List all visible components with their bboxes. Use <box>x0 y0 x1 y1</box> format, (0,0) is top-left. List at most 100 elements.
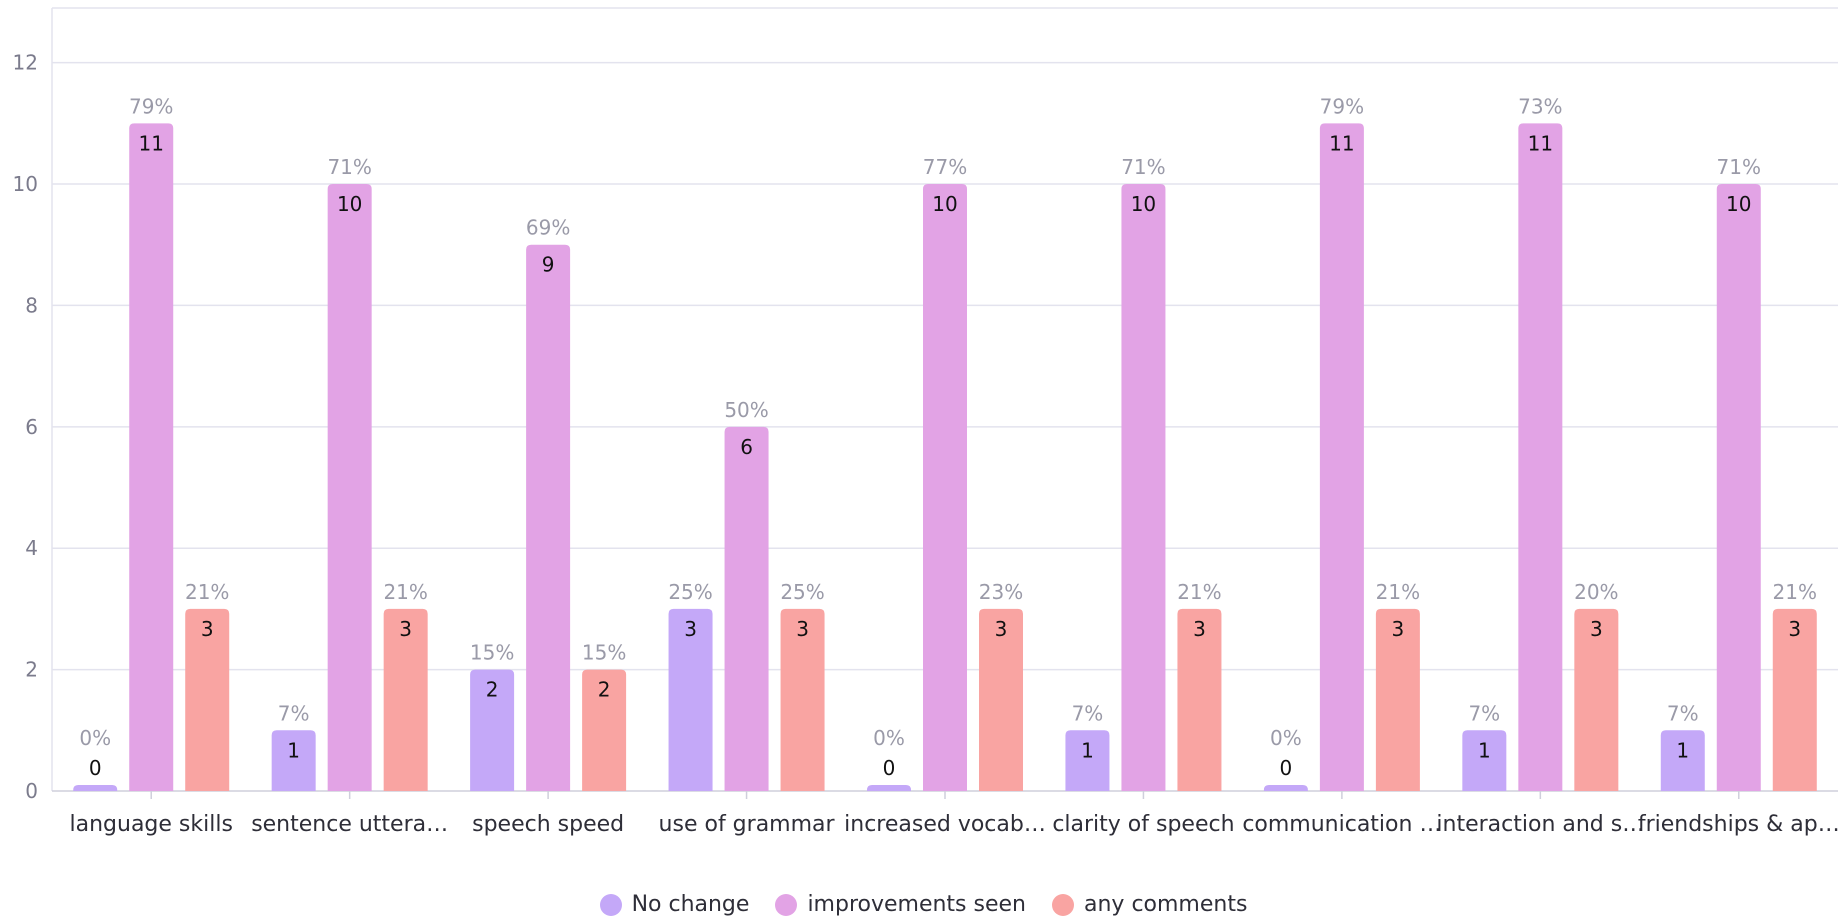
bar-value-label: 1 <box>1676 738 1689 762</box>
bar[interactable] <box>1319 123 1364 792</box>
x-category-label: language skills <box>70 812 233 837</box>
bar-value-label: 11 <box>138 131 163 155</box>
y-tick-label: 12 <box>13 51 38 75</box>
y-tick-label: 4 <box>25 536 38 560</box>
bar-value-label: 3 <box>399 617 412 641</box>
bar[interactable] <box>724 426 769 791</box>
bar-percent-label: 0% <box>79 726 111 750</box>
bar[interactable] <box>923 184 967 791</box>
bar-percent-label: 25% <box>668 580 712 604</box>
x-category-label: friendships & ap… <box>1638 812 1840 837</box>
legend-item-no-change[interactable]: No change <box>599 892 750 917</box>
x-category-label: interaction and s… <box>1436 812 1644 837</box>
legend-label-no-change: No change <box>631 892 750 917</box>
bar[interactable] <box>1518 123 1563 792</box>
bar[interactable] <box>1375 608 1420 791</box>
bar[interactable] <box>271 730 316 791</box>
bar-value-label: 10 <box>1131 192 1156 216</box>
bar-percent-label: 71% <box>1121 155 1165 179</box>
bar-value-label: 1 <box>1478 738 1491 762</box>
bar-percent-label: 73% <box>1518 94 1562 118</box>
legend-item-improvements-seen[interactable]: improvements seen <box>775 892 1026 917</box>
bar-value-label: 1 <box>1081 738 1094 762</box>
y-tick-label: 6 <box>25 415 38 439</box>
y-tick-label: 0 <box>25 779 38 803</box>
bar-value-label: 10 <box>932 192 957 216</box>
bar[interactable] <box>185 608 230 791</box>
legend-item-any-comments[interactable]: any comments <box>1052 892 1247 917</box>
bar[interactable] <box>668 608 713 791</box>
bar-percent-label: 21% <box>1177 580 1221 604</box>
x-category-label: clarity of speech <box>1052 812 1234 837</box>
bar-value-label: 3 <box>1392 617 1405 641</box>
x-category-label: sentence uttera… <box>251 812 448 837</box>
x-category-label: increased vocab… <box>844 812 1046 837</box>
bar[interactable] <box>1716 184 1761 791</box>
bar[interactable] <box>526 244 571 791</box>
bar[interactable] <box>979 608 1023 791</box>
bar-percent-label: 20% <box>1574 580 1618 604</box>
bar[interactable] <box>1772 608 1817 791</box>
bar[interactable] <box>1574 608 1619 791</box>
bar-percent-label: 7% <box>278 701 310 725</box>
bar-value-label: 0 <box>1280 756 1293 780</box>
bar-value-label: 3 <box>995 617 1008 641</box>
legend-swatch-any-comments <box>1052 893 1074 916</box>
bar[interactable] <box>1660 730 1705 791</box>
bar-value-label: 1 <box>287 738 300 762</box>
bar-percent-label: 71% <box>1717 155 1761 179</box>
x-axis: language skills sentence uttera… speech sp… <box>70 791 1840 837</box>
bar-value-label: 2 <box>598 678 611 702</box>
bar[interactable] <box>1462 730 1507 791</box>
bar-percent-label: 15% <box>470 641 514 665</box>
bar[interactable] <box>327 184 372 791</box>
bar-value-label: 0 <box>883 756 896 780</box>
bar[interactable] <box>383 608 428 791</box>
bar[interactable] <box>582 669 627 791</box>
bar-value-label: 3 <box>201 617 214 641</box>
bar-percent-label: 23% <box>979 580 1023 604</box>
bar[interactable] <box>470 669 515 791</box>
bar[interactable] <box>780 608 825 791</box>
y-tick-label: 2 <box>25 658 38 682</box>
bar-percent-label: 79% <box>1320 94 1364 118</box>
x-category-label: use of grammar <box>659 812 836 837</box>
legend-label-any-comments: any comments <box>1084 892 1248 917</box>
bar[interactable] <box>1121 184 1166 791</box>
y-tick-label: 10 <box>13 172 38 196</box>
bar-percent-label: 21% <box>1376 580 1420 604</box>
bar-value-label: 0 <box>89 756 102 780</box>
bar[interactable] <box>129 123 174 792</box>
x-category-label: communication … <box>1242 812 1441 837</box>
legend-swatch-improvements-seen <box>775 893 798 916</box>
bar-percent-label: 0% <box>873 726 905 750</box>
bar[interactable] <box>1065 730 1110 791</box>
legend-swatch-no-change <box>599 893 622 916</box>
y-axis: 0 2 4 6 8 10 12 <box>13 51 38 803</box>
bar[interactable] <box>1263 785 1308 791</box>
bar-percent-label: 69% <box>526 216 570 240</box>
bar-value-label: 11 <box>1528 131 1553 155</box>
bar[interactable] <box>1177 608 1222 791</box>
bar-percent-label: 79% <box>129 94 173 118</box>
bar-percent-label: 15% <box>582 641 626 665</box>
bar-value-label: 3 <box>1193 617 1206 641</box>
bar-percent-label: 7% <box>1468 701 1500 725</box>
bar-value-label: 9 <box>542 253 555 277</box>
bar-value-label: 11 <box>1329 131 1354 155</box>
bar-value-label: 3 <box>796 617 809 641</box>
bar-value-label: 6 <box>740 435 753 459</box>
bars: 00%1179%321%17%1071%321%215%969%215%325%… <box>73 94 1817 792</box>
bar-percent-label: 25% <box>780 580 824 604</box>
bar-percent-label: 0% <box>1270 726 1302 750</box>
bar-percent-label: 21% <box>185 580 229 604</box>
bar-percent-label: 7% <box>1667 701 1699 725</box>
bar[interactable] <box>867 785 911 791</box>
bar-value-label: 3 <box>1788 617 1801 641</box>
bar[interactable] <box>73 785 118 791</box>
bar-value-label: 3 <box>684 617 697 641</box>
bar-percent-label: 21% <box>1773 580 1817 604</box>
legend: No change improvements seen any comments <box>0 892 1847 917</box>
bar-value-label: 3 <box>1590 617 1603 641</box>
